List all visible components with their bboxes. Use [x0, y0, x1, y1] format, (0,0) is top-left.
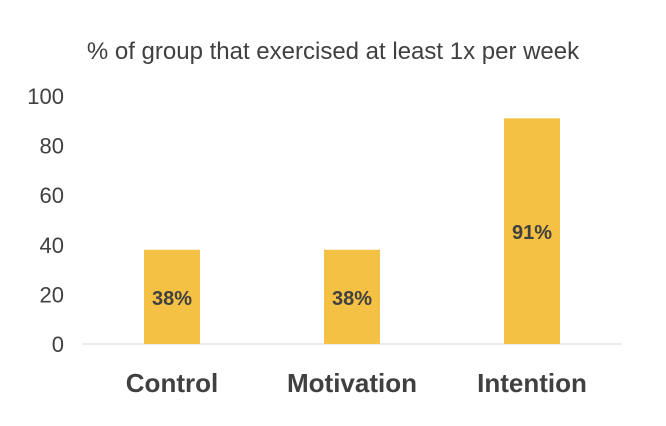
chart-title: % of group that exercised at least 1x pe…	[0, 34, 666, 70]
y-tick-label: 20	[40, 282, 64, 307]
data-label: 38%	[332, 288, 372, 310]
bar-control	[144, 249, 200, 344]
x-tick-label: Intention	[477, 368, 587, 398]
y-tick-label: 40	[40, 233, 64, 258]
y-tick-label: 60	[40, 183, 64, 208]
x-tick-label: Motivation	[287, 368, 417, 398]
y-tick-label: 100	[27, 84, 64, 109]
y-tick-label: 80	[40, 134, 64, 159]
data-label: 91%	[512, 222, 552, 244]
y-tick-label: 0	[52, 332, 64, 357]
chart-title-text: % of group that exercised at least 1x pe…	[86, 38, 580, 65]
x-tick-label: Control	[126, 368, 218, 398]
data-label: 38%	[152, 288, 192, 310]
bar-motivation	[324, 249, 380, 344]
bar-intention	[504, 118, 560, 344]
